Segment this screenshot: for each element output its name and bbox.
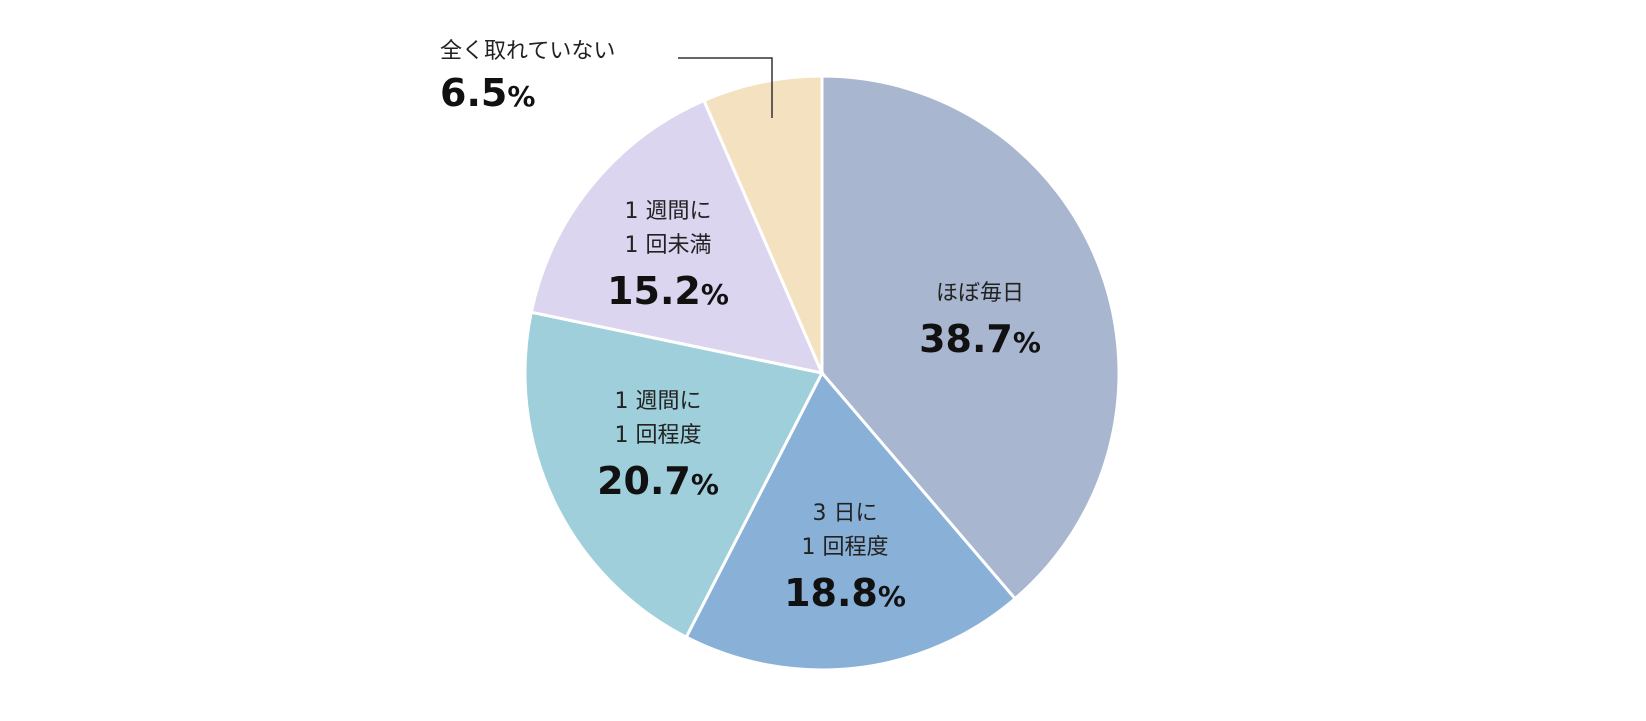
slice-value-3: 20.7% xyxy=(597,459,719,503)
slice-value-4: 15.2% xyxy=(607,269,729,313)
pie-slice-1 xyxy=(820,74,1121,601)
slice-label-4-line-2: 1 回未満 xyxy=(625,233,712,258)
slice-label-4-line-1: 1 週間に xyxy=(625,199,712,224)
pie-slice-2 xyxy=(684,370,1018,672)
slice-label-5-line-1: 全く取れていない xyxy=(440,39,615,64)
slice-value-1: 38.7% xyxy=(919,317,1041,361)
slice-label-3-line-1: 1 週間に xyxy=(615,389,702,414)
leader-line xyxy=(678,57,773,118)
pie-slice-4 xyxy=(529,98,825,376)
slice-label-2-line-1: 3 日に xyxy=(813,501,878,526)
slice-value-5: 6.5% xyxy=(440,71,535,115)
slice-label-2-line-2: 1 回程度 xyxy=(802,535,889,560)
slice-label-3-line-2: 1 回程度 xyxy=(615,423,702,448)
pie-slice-5 xyxy=(701,74,824,374)
slice-label-1-line-1: ほぼ毎日 xyxy=(936,281,1024,306)
pie-slice-3 xyxy=(523,310,825,640)
slice-value-2: 18.8% xyxy=(784,571,906,615)
